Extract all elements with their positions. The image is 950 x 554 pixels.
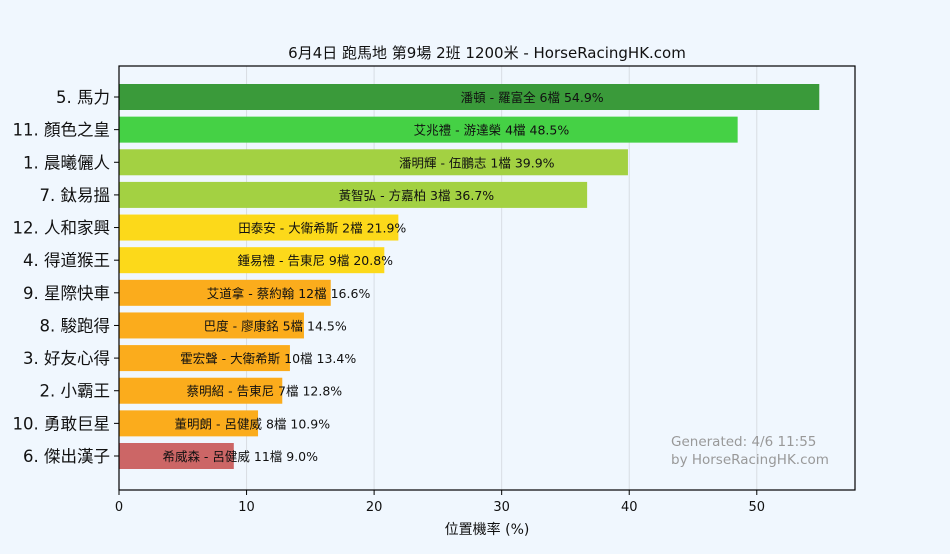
x-axis-label: 位置機率 (%) xyxy=(445,521,530,538)
bar-label: 蔡明紹 - 告東尼 7檔 12.8% xyxy=(187,384,343,399)
x-tick-label: 30 xyxy=(493,500,510,515)
bar xyxy=(119,443,234,469)
y-tick-label: 9. 星際快車 xyxy=(23,284,110,303)
x-tick-label: 0 xyxy=(115,500,123,515)
bar-label: 田泰安 - 大衛希斯 2檔 21.9% xyxy=(238,221,406,236)
bar-label: 巴度 - 廖康銘 5檔 14.5% xyxy=(204,318,347,333)
y-tick-label: 6. 傑出漢子 xyxy=(23,447,110,466)
bar xyxy=(119,149,628,176)
bar xyxy=(119,116,738,143)
bar-label: 希威森 - 呂健威 11檔 9.0% xyxy=(162,449,318,464)
bar-label: 霍宏聲 - 大衛希斯 10檔 13.4% xyxy=(180,351,356,366)
y-tick-label: 5. 馬力 xyxy=(56,88,110,107)
bar xyxy=(119,214,399,241)
y-tick-label: 11. 顏色之皇 xyxy=(13,121,111,140)
bar-label: 鍾易禮 - 告東尼 9檔 20.8% xyxy=(237,253,393,268)
bar-label: 潘頓 - 羅富全 6檔 54.9% xyxy=(461,90,604,105)
bar-label: 董明朗 - 呂健威 8檔 10.9% xyxy=(175,416,331,431)
y-tick-label: 10. 勇敢巨星 xyxy=(13,414,111,433)
bar xyxy=(119,410,259,437)
generated-annotation: Generated: 4/6 11:55 xyxy=(671,434,816,450)
y-tick-label: 12. 人和家興 xyxy=(13,219,111,238)
bar xyxy=(119,345,290,372)
bar-label: 潘明輝 - 伍鵬志 1檔 39.9% xyxy=(399,155,555,170)
bar-label: 艾道拿 - 蔡約翰 12檔 16.6% xyxy=(207,286,371,301)
bar xyxy=(119,312,304,339)
y-tick-label: 3. 好友心得 xyxy=(23,349,110,368)
y-tick-label: 8. 駿跑得 xyxy=(40,316,111,335)
bar xyxy=(119,279,331,306)
bar-label: 黃智弘 - 方嘉柏 3檔 36.7% xyxy=(339,188,495,203)
y-tick-label: 7. 鈦易搵 xyxy=(40,186,111,205)
bar xyxy=(119,181,588,208)
source-annotation: by HorseRacingHK.com xyxy=(671,452,829,468)
y-tick-label: 4. 得道猴王 xyxy=(23,251,110,270)
x-tick-label: 50 xyxy=(749,500,766,515)
bar xyxy=(119,84,820,110)
x-tick-label: 20 xyxy=(366,500,383,515)
x-tick-label: 10 xyxy=(238,500,255,515)
bar xyxy=(119,377,283,404)
x-tick-label: 40 xyxy=(621,500,638,515)
bar-label: 艾兆禮 - 游達榮 4檔 48.5% xyxy=(414,123,570,138)
bar xyxy=(119,247,385,274)
chart-title: 6月4日 跑馬地 第9場 2班 1200米 - HorseRacingHK.co… xyxy=(288,44,686,62)
plot-frame xyxy=(118,65,856,491)
y-tick-label: 2. 小霸王 xyxy=(40,382,111,401)
y-tick-label: 1. 晨曦儷人 xyxy=(23,153,110,172)
